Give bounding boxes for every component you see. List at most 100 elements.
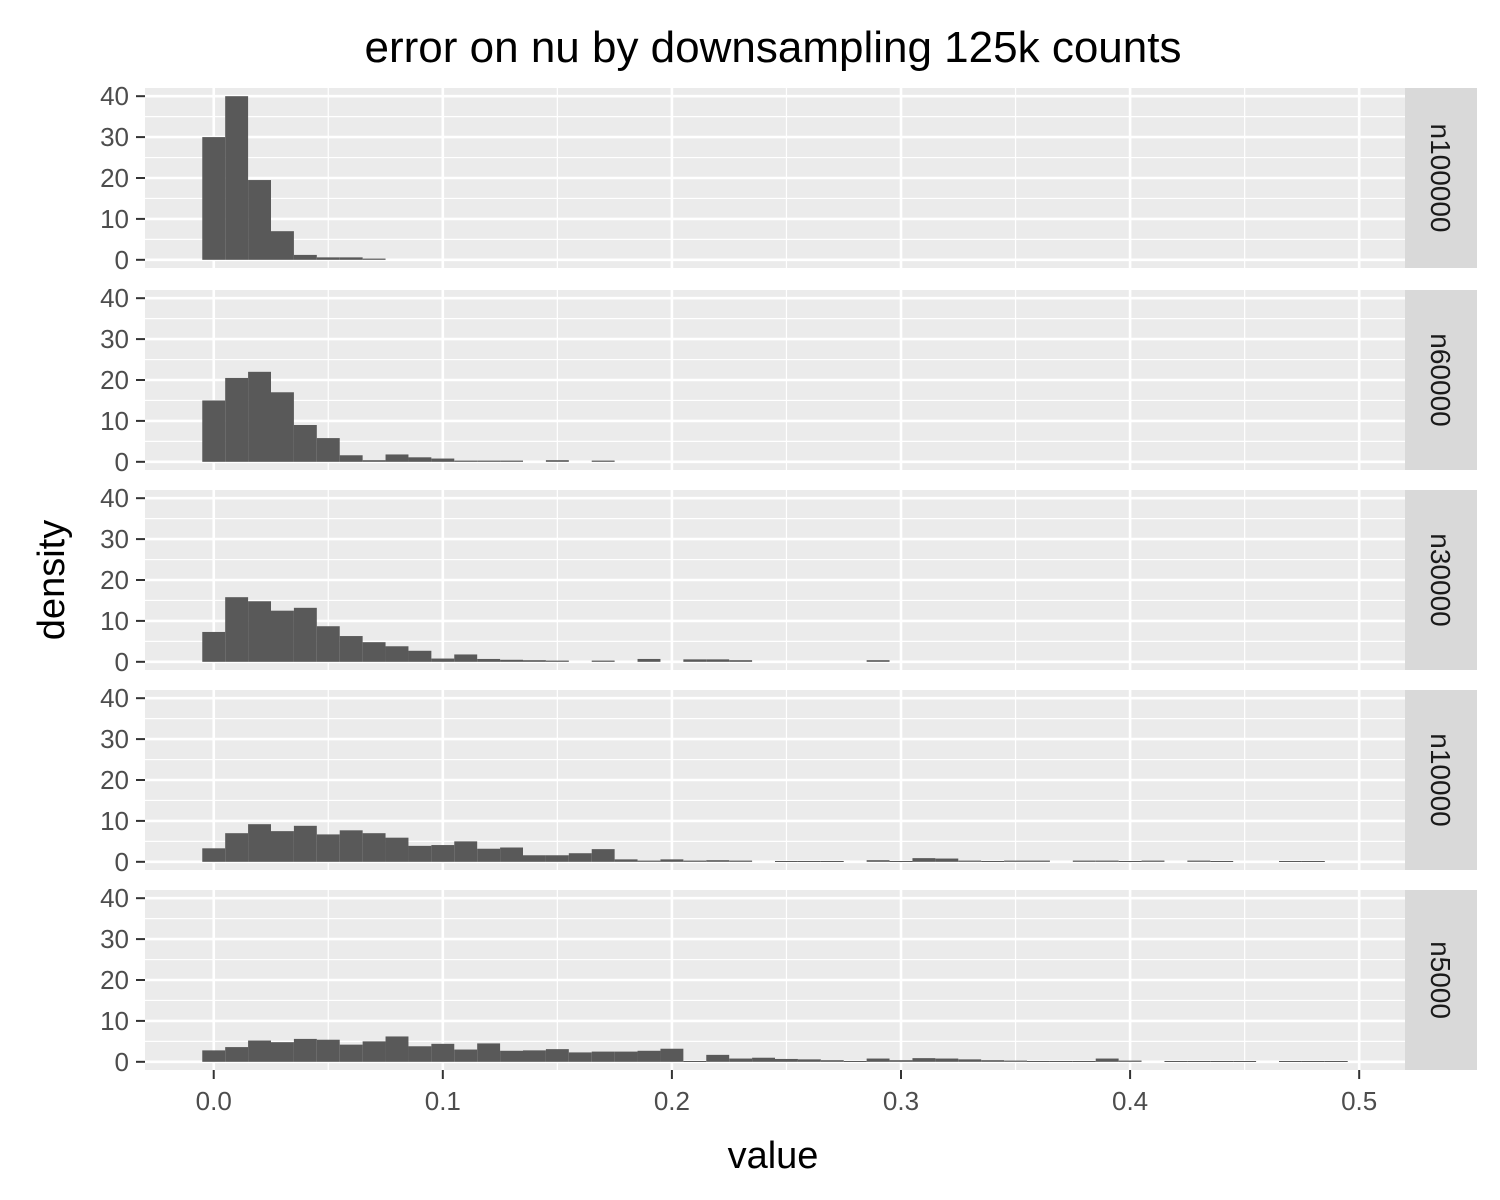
histogram-bar (431, 845, 455, 862)
chart-title: error on nu by downsampling 125k counts (365, 23, 1182, 72)
y-tick-label: 0 (115, 1047, 129, 1077)
histogram-bar (1141, 860, 1165, 862)
histogram-bar (271, 610, 294, 662)
histogram-bar (912, 858, 936, 862)
y-tick-label: 10 (100, 204, 129, 234)
histogram-bar (591, 849, 615, 862)
histogram-bar (729, 660, 753, 662)
histogram-bar (316, 1039, 340, 1062)
histogram-bar (316, 257, 340, 260)
facet-strip-label: n100000 (1425, 123, 1456, 232)
histogram-bar (1049, 1061, 1073, 1062)
facet-strip-label: n60000 (1425, 333, 1456, 426)
histogram-bar (1164, 1061, 1188, 1062)
histogram-bar (431, 458, 455, 462)
histogram-bar (614, 859, 638, 862)
histogram-bar (591, 660, 615, 662)
histogram-bar (431, 658, 455, 662)
histogram-bar (362, 460, 386, 462)
histogram-bar (775, 861, 798, 862)
histogram-bar (568, 1052, 592, 1062)
histogram-bar (385, 454, 409, 462)
histogram-bar (637, 1050, 661, 1062)
x-tick-label: 0.2 (654, 1086, 690, 1116)
histogram-bars (202, 1036, 1348, 1062)
histogram-bar (500, 1050, 523, 1062)
x-axis-title: value (728, 1135, 819, 1177)
histogram-bar (339, 636, 363, 662)
histogram-bar (293, 825, 317, 862)
histogram-bar (248, 371, 271, 462)
histogram-bar (1301, 861, 1325, 862)
histogram-bar (1301, 1061, 1325, 1062)
y-tick-label: 40 (100, 883, 129, 913)
histogram-bar (820, 861, 844, 862)
histogram-bar (1187, 1061, 1211, 1062)
histogram-bar (545, 1049, 569, 1062)
histogram-bar (431, 1043, 455, 1062)
histogram-bar (1118, 861, 1142, 862)
histogram-bar (248, 824, 271, 862)
histogram-bar (1210, 1061, 1234, 1062)
y-tick-label: 0 (115, 245, 129, 275)
histogram-bar (729, 860, 753, 862)
x-tick-label: 0.5 (1341, 1086, 1377, 1116)
histogram-bar (729, 1058, 753, 1062)
histogram-bar (775, 1058, 798, 1062)
histogram-bar (1233, 1061, 1257, 1062)
histogram-bar (202, 631, 226, 662)
histogram-bar (568, 853, 592, 862)
histogram-bar (339, 830, 363, 862)
histogram-bar (889, 1060, 913, 1062)
histogram-bar (408, 1046, 432, 1062)
histogram-bar (706, 659, 730, 662)
y-tick-label: 10 (100, 606, 129, 636)
histogram-bar (706, 1054, 730, 1062)
histogram-bar (225, 833, 249, 862)
y-tick-label: 10 (100, 1006, 129, 1036)
histogram-bar (683, 659, 707, 662)
y-tick-label: 0 (115, 847, 129, 877)
y-tick-label: 20 (100, 565, 129, 595)
histogram-bars (202, 371, 615, 462)
y-tick-label: 0 (115, 447, 129, 477)
histogram-bar (1187, 860, 1211, 862)
histogram-bars (202, 96, 386, 260)
histogram-bar (225, 597, 249, 662)
y-tick-label: 30 (100, 524, 129, 554)
histogram-bar (225, 1047, 249, 1062)
facet-strip-label: n10000 (1425, 733, 1456, 826)
histogram-bar (523, 855, 546, 862)
y-tick-label: 20 (100, 163, 129, 193)
histogram-bar (500, 847, 523, 862)
histogram-bar (202, 848, 226, 862)
histogram-bar (248, 601, 271, 662)
histogram-bar (271, 231, 294, 260)
histogram-bar (271, 392, 294, 462)
histogram-bar (958, 860, 982, 862)
histogram-bar (591, 460, 615, 462)
histogram-bar (454, 841, 478, 862)
histogram-bar (316, 438, 340, 462)
histogram-bar (637, 658, 661, 662)
histogram-bar (293, 607, 317, 662)
y-tick-label: 20 (100, 965, 129, 995)
facet-panel-n100000: 0 10 20 30 40 n100000 (100, 81, 1477, 275)
histogram-bar (385, 1036, 409, 1062)
histogram-bar (1027, 860, 1050, 862)
histogram-bar (408, 457, 432, 462)
histogram-bar (339, 1044, 363, 1062)
y-tick-label: 30 (100, 324, 129, 354)
histogram-bar (500, 460, 523, 462)
histogram-bar (316, 834, 340, 862)
histogram-bar (797, 1059, 821, 1062)
y-tick-label: 30 (100, 724, 129, 754)
histogram-bar (935, 1058, 959, 1062)
facet-strip-label: n5000 (1425, 941, 1456, 1019)
histogram-bar (202, 1050, 226, 1062)
histogram-bar (293, 425, 317, 462)
facet-panel-n60000: 0 10 20 30 40 n60000 (100, 283, 1477, 477)
histogram-bar (1004, 860, 1027, 862)
histogram-bar (316, 626, 340, 662)
